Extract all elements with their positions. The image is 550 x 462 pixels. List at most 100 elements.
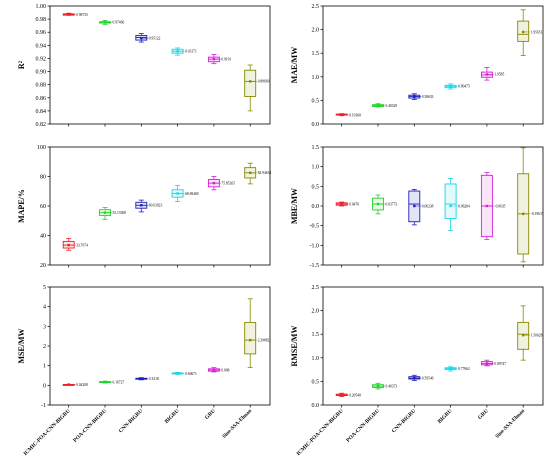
box-ICMIC-POA-CNN-BIGRU: 0.19368 [335,113,361,117]
box-GRU: 0.89747 [480,359,506,367]
mean-value-label: 0.808 [221,368,229,372]
y-tick-label: 0.0 [312,122,320,128]
y-tick-label: 2.5 [312,285,320,291]
y-tick-label: 1.0 [312,165,320,171]
box-Sine-SSA-Elman: 2.39882 [244,298,270,369]
box-Sine-SSA-Elman: -0.19637 [517,147,544,263]
box-CNN-BIGRU: 60.63923 [135,199,162,213]
y-tick-label: 5 [43,285,46,291]
x-category-label: CNN-BIGRU [391,408,417,434]
box-CNN-BIGRU: 0.06238 [408,189,434,226]
y-tick-label: 0.5 [312,379,320,385]
mean-value-label: 68.69469 [185,192,199,196]
mean-value-label: 0.16727 [113,380,125,384]
y-tick-label: 100 [37,145,46,151]
x-category-label: GRU [204,408,217,421]
box-POA-CNN-BIGRU: 0.40329 [372,103,397,108]
chart-panel-4: -1.5 -1.0 -0.5 0.0 0.5 1.0 1.5 MBE/MW 0.0476 0.03… [290,145,544,269]
y-tick-label: 2.0 [312,28,320,34]
box-Sine-SSA-Elman: 1.50028 [517,305,543,361]
x-category-label: GRU [477,408,490,421]
mean-marker [176,192,179,195]
box-ICMIC-POA-CNN-BIGRU: 33.7074 [62,238,88,251]
mean-value-label: 0.80475 [458,85,470,89]
iqr-box [244,69,257,97]
x-category-label: POA-CNN-BIGRU [72,408,108,444]
y-tick-label: -1.5 [310,263,320,269]
y-tick-label: 0.92 [36,56,47,62]
x-category-label: ICMIC-POA-CNN-BIGRU [23,408,72,457]
mean-value-label: 0.58633 [422,95,434,99]
mean-value-label: 0.40373 [386,384,398,388]
x-category-label: ICMIC-POA-CNN-BIGRU [296,408,345,457]
mean-value-label: 0.04208 [76,383,88,387]
y-tick-label: 1 [43,364,46,370]
box-CNN-BIGRU: 0.59546 [408,374,434,381]
y-tick-label: 0.94 [36,43,47,49]
y-tick-label: 3 [43,324,46,330]
y-axis-label: RMSE/MW [290,326,299,367]
x-category-label: CNN-BIGRU [118,408,144,434]
box-GRU: 0.9191 [207,54,231,65]
box-ICMIC-POA-CNN-BIGRU: 0.98735 [62,12,88,17]
y-tick-label: 1.0 [312,356,320,362]
box-POA-CNN-BIGRU: 0.97466 [99,20,124,25]
mean-value-label: 0.93171 [185,50,197,54]
mean-marker [449,367,452,370]
plot-frame [322,286,544,406]
box-GRU: -0.0635 [480,172,506,240]
y-tick-label: 80 [40,175,46,181]
mean-marker [176,50,179,53]
y-tick-label: 4 [43,305,46,311]
mean-value-label: 0.95122 [149,36,161,40]
box-ICMIC-POA-CNN-BIGRU: 0.20548 [335,392,361,397]
mean-value-label: 0.59546 [422,376,434,380]
mean-value-label: 0.06238 [422,204,434,208]
mean-value-label: 33.7074 [76,243,88,247]
box-ICMIC-POA-CNN-BIGRU: 0.04208 [62,383,88,387]
y-tick-label: 2.0 [312,309,320,315]
box-BIGRU: 0.80475 [444,83,470,90]
chart-panel-5: -1 0 1 2 3 4 5 MSE/MW 0.04208 0.16727 0.3218 0.6067… [17,285,271,457]
x-category-label: Sine-SSA-Elman [222,408,254,440]
y-axis-label: R² [17,60,26,69]
y-tick-label: 0.5 [312,184,320,190]
mean-value-label: 0.77662 [458,367,470,371]
y-tick-label: 1.0 [312,75,320,81]
y-tick-label: 0.0 [312,403,320,409]
y-tick-label: 0.98 [36,17,47,23]
box-GRU: 0.808 [207,367,230,373]
box-BIGRU: 0.93171 [171,47,197,56]
box-CNN-BIGRU: 0.95122 [135,33,161,43]
y-tick-label: 0.90 [36,70,47,76]
y-tick-label: 1.5 [312,51,320,57]
y-tick-label: 0.88 [36,83,47,89]
y-tick-label: -0.5 [310,224,320,230]
mean-value-label: 0.20548 [349,393,361,397]
y-tick-label: 1.5 [312,145,320,151]
box-GRU: 1.0585 [480,66,504,81]
box-BIGRU: 0.06284 [444,178,470,231]
box-POA-CNN-BIGRU: 0.40373 [372,382,398,390]
mean-value-label: 55.13308 [113,211,127,215]
x-category-label: Sine-SSA-Elman [495,408,527,440]
mean-value-label: 82.94633 [258,171,272,175]
y-tick-label: 0.0 [312,204,320,210]
mean-value-label: 0.06284 [458,204,470,208]
x-category-label: POA-CNN-BIGRU [345,408,381,444]
chart-panel-3: 20 40 60 80 100 MAPE/% 33.7074 55.13308 60.63923… [17,145,271,269]
box-POA-CNN-BIGRU: 0.03773 [372,194,398,215]
box-Sine-SSA-Elman: 1.95651 [517,9,543,56]
y-tick-label: 0.86 [36,96,47,102]
y-axis-label: MSE/MW [17,328,26,363]
mean-value-label: 0.88669 [258,80,270,84]
y-tick-label: 0.5 [312,98,320,104]
mean-value-label: 2.39882 [258,338,270,342]
y-axis-label: MAPE/% [17,189,26,223]
y-tick-label: -1 [41,403,46,409]
mean-value-label: 0.89747 [494,362,506,366]
y-tick-label: 20 [40,263,46,269]
mean-value-label: 0.03773 [386,202,398,206]
y-axis-label: MBE/MW [290,188,299,224]
plot-frame [322,5,544,125]
